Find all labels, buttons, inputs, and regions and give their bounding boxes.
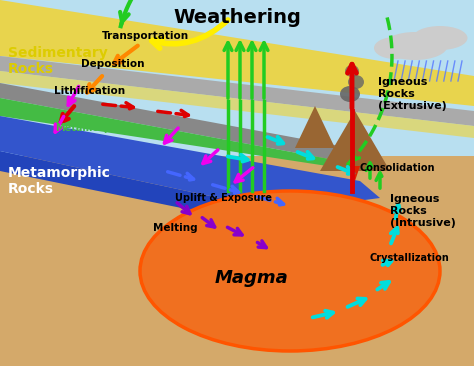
Polygon shape: [0, 0, 474, 106]
Polygon shape: [0, 71, 474, 138]
Bar: [0, 156, 474, 366]
Ellipse shape: [412, 26, 467, 50]
Text: Transportation: Transportation: [101, 31, 189, 41]
Ellipse shape: [345, 65, 359, 77]
Text: Consolidation: Consolidation: [360, 163, 436, 173]
Ellipse shape: [340, 86, 360, 102]
Ellipse shape: [348, 75, 364, 89]
Text: Igneous
Rocks
(Extrusive): Igneous Rocks (Extrusive): [378, 77, 447, 111]
Polygon shape: [0, 56, 474, 126]
Text: Weathering: Weathering: [173, 8, 301, 27]
Polygon shape: [0, 151, 280, 224]
Text: Lithification: Lithification: [55, 86, 126, 96]
Text: Magma: Magma: [215, 269, 289, 287]
Text: Igneous
Rocks
(Intrusive): Igneous Rocks (Intrusive): [390, 194, 456, 228]
Text: Sedimentary
Rocks: Sedimentary Rocks: [8, 46, 108, 76]
Text: Deposition: Deposition: [81, 59, 145, 69]
Text: Uplift & Exposure: Uplift & Exposure: [175, 193, 273, 203]
Text: Metamorphic
Rocks: Metamorphic Rocks: [8, 166, 111, 196]
Polygon shape: [350, 166, 360, 181]
Polygon shape: [320, 111, 390, 171]
Polygon shape: [0, 83, 340, 161]
Text: Melting: Melting: [153, 223, 197, 233]
Ellipse shape: [374, 37, 416, 59]
Text: Metamorphism: Metamorphism: [55, 123, 137, 133]
Polygon shape: [0, 98, 360, 171]
Ellipse shape: [140, 191, 440, 351]
Ellipse shape: [383, 32, 447, 60]
Polygon shape: [295, 106, 335, 148]
Text: Crystallization: Crystallization: [370, 253, 450, 263]
Polygon shape: [0, 116, 380, 211]
